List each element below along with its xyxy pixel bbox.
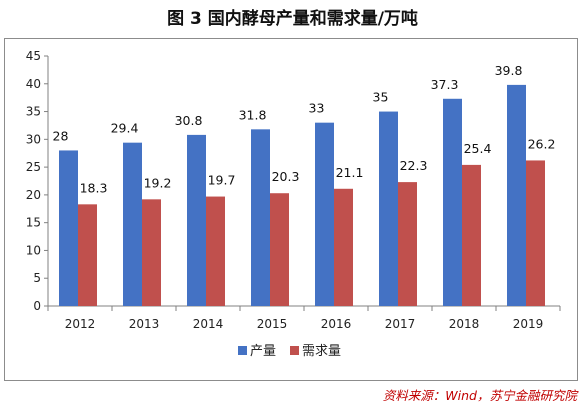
data-label: 18.3	[80, 180, 108, 195]
data-label: 30.8	[175, 113, 203, 128]
data-label: 20.3	[272, 169, 300, 184]
x-tick-label: 2019	[513, 317, 544, 331]
bar-production	[315, 122, 334, 307]
x-tick-label: 2012	[65, 317, 96, 331]
y-tick-label: 30	[26, 132, 41, 146]
bar-demand	[142, 199, 161, 306]
bar-demand	[270, 193, 289, 306]
data-label: 25.4	[464, 141, 492, 156]
axes: 0 5 10 15 20 25 30 35 40 45 2012 2013 2014 2015 2016 20…	[26, 49, 561, 331]
x-tick-label: 2018	[449, 317, 480, 331]
data-label: 26.2	[528, 136, 556, 151]
bar-production	[507, 84, 526, 306]
legend-label: 需求量	[302, 344, 341, 359]
bars	[59, 84, 545, 307]
bar-demand	[398, 182, 417, 306]
bar-demand	[78, 204, 97, 306]
data-label: 29.4	[111, 121, 139, 136]
data-label: 21.1	[336, 165, 364, 180]
y-tick-label: 10	[26, 243, 41, 257]
y-tick-label: 40	[26, 77, 41, 91]
bar-production	[187, 134, 206, 306]
bar-demand	[334, 188, 353, 306]
y-tick-label: 45	[26, 49, 41, 63]
data-label: 37.3	[431, 77, 459, 92]
y-tick-label: 5	[33, 271, 41, 285]
x-tick-label: 2017	[385, 317, 416, 331]
bar-production	[123, 142, 142, 306]
data-label: 31.8	[239, 107, 267, 122]
source-note: 资料来源：Wind，苏宁金融研究院	[382, 388, 577, 403]
bar-demand	[462, 164, 481, 306]
bar-production	[443, 98, 462, 307]
data-label: 28	[53, 128, 69, 143]
x-tick-label: 2016	[321, 317, 352, 331]
x-tick-label: 2015	[257, 317, 288, 331]
data-label: 33	[309, 101, 325, 116]
y-tick-label: 35	[26, 105, 41, 119]
legend: 产量 需求量	[238, 344, 341, 359]
x-tick-label: 2014	[193, 317, 224, 331]
legend-swatch	[238, 346, 247, 355]
y-tick-label: 15	[26, 216, 41, 230]
bar-demand	[526, 160, 545, 306]
bar-demand	[206, 196, 225, 306]
data-label: 39.8	[495, 63, 523, 78]
data-label: 22.3	[400, 158, 428, 173]
y-tick-label: 20	[26, 188, 41, 202]
chart-frame	[4, 38, 578, 381]
x-tick-label: 2013	[129, 317, 160, 331]
legend-label: 产量	[250, 344, 276, 359]
data-labels: 28 18.3 29.4 19.2 30.8 19.7 31.8 20.3 33 21.1 35 22…	[53, 63, 556, 195]
data-label: 19.2	[144, 175, 172, 190]
y-tick-label: 25	[26, 160, 41, 174]
data-label: 35	[373, 90, 389, 105]
bar-production	[379, 111, 398, 306]
bar-production	[251, 129, 270, 306]
chart-title: 图 3 国内酵母产量和需求量/万吨	[167, 9, 418, 29]
legend-swatch	[290, 346, 299, 355]
data-label: 19.7	[208, 173, 236, 188]
y-tick-label: 0	[33, 299, 41, 313]
bar-production	[59, 150, 78, 306]
